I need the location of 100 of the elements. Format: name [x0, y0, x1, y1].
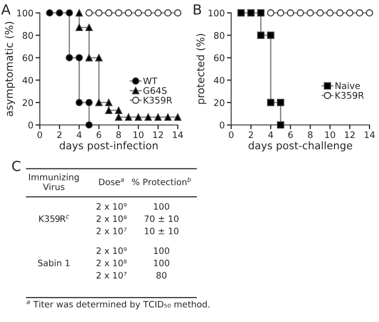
point: [326, 9, 334, 16]
point: [95, 9, 103, 16]
point: [56, 9, 64, 16]
point: [257, 9, 264, 16]
point: [105, 9, 112, 16]
y-tick-label: 100: [208, 10, 224, 16]
x-tick-label: 8: [116, 131, 121, 138]
point: [154, 113, 162, 121]
point: [95, 54, 103, 62]
x-tick-label: 12: [153, 131, 163, 138]
point: [296, 9, 304, 16]
y-tick-label: 60: [214, 54, 224, 62]
x-tick-label: 12: [345, 131, 355, 138]
point: [174, 9, 182, 16]
point: [124, 9, 132, 16]
x-tick-label: 2: [248, 131, 253, 138]
point: [247, 9, 255, 16]
point: [76, 9, 83, 16]
point: [85, 24, 93, 32]
x-tick-label: 6: [288, 131, 293, 138]
y-tick-label: 20: [214, 99, 224, 106]
y-tick-label: 0: [28, 122, 33, 128]
point: [356, 9, 364, 16]
text: 2 x 10⁹: [96, 247, 127, 254]
text: 100: [154, 203, 170, 210]
point: [66, 54, 73, 62]
point: [85, 121, 93, 129]
x-tick-label: 10: [325, 131, 336, 138]
point: [134, 9, 142, 16]
legend-label: K359R: [336, 92, 364, 99]
point: [366, 9, 374, 16]
y-tick-label: 40: [22, 76, 33, 84]
x-tick-label: 6: [96, 131, 102, 138]
x-axis-title: days post-challenge: [248, 141, 352, 152]
text: 100: [154, 247, 170, 254]
point: [85, 54, 93, 62]
point: [174, 113, 182, 121]
text: 2 x 10⁷: [96, 272, 126, 279]
point: [267, 98, 274, 106]
text: K359R$^{c}$: [39, 215, 70, 222]
text: 100: [154, 260, 170, 266]
x-tick-label: 2: [57, 131, 62, 138]
point: [267, 9, 274, 16]
text: % Protection$^{b}$: [132, 177, 191, 186]
point: [257, 32, 264, 39]
point: [316, 9, 324, 16]
point: [85, 98, 93, 106]
point: [95, 98, 103, 106]
x-tick-label: 14: [364, 131, 375, 138]
text: Immunizing Virus: [29, 174, 79, 190]
point: [105, 98, 112, 106]
point: [76, 54, 83, 62]
text: C: [12, 160, 20, 172]
text: 2 x 10⁷: [96, 228, 126, 234]
legend-label: G64S: [143, 87, 167, 94]
text: 10 ± 10: [144, 228, 178, 234]
text: Dose$^{a}$: [99, 178, 124, 186]
point: [76, 24, 83, 32]
point: [124, 113, 132, 121]
y-tick-label: 80: [22, 32, 33, 39]
x-tick-label: 14: [173, 131, 183, 138]
x-tick-label: 0: [228, 131, 234, 138]
y-tick-label: 60: [22, 54, 33, 62]
point: [276, 121, 284, 129]
y-axis-title: asymptomatic (%): [4, 22, 15, 116]
chart-title: A: [1, 4, 11, 14]
point: [336, 9, 344, 16]
point: [237, 9, 245, 16]
y-tick-label: 40: [214, 76, 224, 84]
point: [306, 9, 314, 16]
point: [346, 9, 354, 16]
x-axis-title: days post-infection: [60, 141, 158, 152]
legend-label: WT: [143, 78, 158, 84]
point: [144, 9, 152, 16]
y-axis-title: protected (%): [196, 34, 206, 104]
x-tick-label: 4: [76, 131, 82, 138]
y-tick-label: 80: [214, 32, 224, 39]
legend-label: Naive: [336, 82, 360, 90]
point: [267, 32, 274, 39]
point: [164, 113, 172, 121]
text: 2 x 10⁸: [96, 260, 127, 266]
x-tick-label: 8: [308, 131, 312, 138]
point: [46, 9, 54, 16]
point: [276, 9, 284, 16]
chart-title: B: [194, 4, 201, 14]
x-tick-label: 4: [268, 131, 274, 138]
text: $^{a}$ Titer was determined by TCID₅₀ method.: [26, 300, 210, 310]
text: 2 x 10⁸: [96, 215, 127, 222]
point: [164, 9, 172, 16]
text: 2 x 10⁹: [96, 203, 127, 210]
point: [144, 113, 152, 121]
point: [66, 9, 73, 16]
point: [276, 98, 284, 106]
point: [134, 113, 142, 121]
point: [76, 98, 83, 106]
point: [115, 113, 122, 121]
text: 70 ± 10: [144, 215, 178, 222]
x-tick-label: 10: [134, 131, 144, 138]
point: [286, 9, 294, 16]
point: [154, 9, 162, 16]
